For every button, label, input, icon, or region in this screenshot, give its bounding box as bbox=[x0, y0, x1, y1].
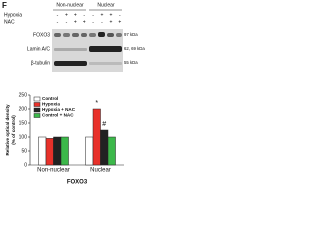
condition-sign: - bbox=[66, 19, 68, 25]
y-tick-label: 100 bbox=[19, 134, 28, 140]
condition-sign: + bbox=[109, 12, 112, 18]
condition-sign: - bbox=[92, 19, 94, 25]
x-tick-label: Nuclear bbox=[90, 168, 111, 174]
blot-size: 55 kDa bbox=[124, 60, 138, 65]
group-header: Nuclear bbox=[97, 2, 115, 8]
bar bbox=[100, 129, 109, 166]
condition-sign: - bbox=[92, 12, 94, 18]
condition-sign: - bbox=[83, 12, 85, 18]
bar bbox=[45, 138, 54, 166]
x-axis-label: FOXO3 bbox=[67, 180, 88, 186]
legend-swatch bbox=[33, 102, 41, 107]
condition-sign: + bbox=[83, 19, 86, 25]
annotation: # bbox=[102, 121, 106, 128]
y-axis-label: Relative optical density bbox=[5, 104, 10, 156]
legend-swatch bbox=[33, 113, 41, 118]
condition-sign: - bbox=[119, 12, 121, 18]
y-tick-label: 150 bbox=[19, 120, 28, 126]
condition-sign: + bbox=[74, 12, 77, 18]
condition-sign: - bbox=[101, 19, 103, 25]
panel-label: F bbox=[2, 1, 7, 10]
y-axis-label: (% of control) bbox=[11, 115, 16, 145]
bar bbox=[38, 136, 47, 166]
bar bbox=[92, 108, 101, 166]
bar bbox=[85, 136, 94, 166]
condition-sign: + bbox=[101, 12, 104, 18]
blot-size: 97 kDa bbox=[124, 32, 138, 37]
condition-sign: + bbox=[74, 19, 77, 25]
blot-bands bbox=[54, 32, 122, 66]
legend-swatch bbox=[33, 96, 41, 102]
blot-row-label: Lamin A/C bbox=[27, 46, 50, 52]
bar bbox=[60, 136, 69, 166]
condition-sign: + bbox=[65, 12, 68, 18]
condition-sign: + bbox=[118, 19, 121, 25]
condition-label: Hypoxia bbox=[4, 12, 22, 18]
condition-sign: - bbox=[57, 19, 59, 25]
y-tick-label: 50 bbox=[21, 148, 27, 154]
bar bbox=[53, 136, 62, 166]
legend-swatch bbox=[33, 107, 41, 113]
legend-label: Control bbox=[42, 96, 58, 101]
x-tick-label: Non-nuclear bbox=[37, 168, 70, 174]
blot-row-label: FOXO3 bbox=[33, 32, 50, 38]
legend-label: Hypoxia bbox=[42, 102, 60, 107]
y-tick-label: 0 bbox=[24, 162, 27, 168]
condition-sign: - bbox=[57, 12, 59, 18]
annotation: * bbox=[95, 100, 98, 107]
legend-label: Control + NAC bbox=[42, 113, 74, 118]
condition-sign: + bbox=[109, 19, 112, 25]
blot-row-label: β-tubulin bbox=[31, 60, 50, 66]
blot-size: 62, 69 kDa bbox=[124, 46, 145, 51]
group-header: Non-nuclear bbox=[56, 2, 84, 8]
bar bbox=[107, 136, 116, 166]
legend-label: Hypoxia + NAC bbox=[42, 107, 76, 112]
condition-label: NAC bbox=[4, 19, 15, 25]
y-tick-label: 200 bbox=[19, 106, 28, 112]
y-tick-label: 250 bbox=[19, 92, 28, 98]
